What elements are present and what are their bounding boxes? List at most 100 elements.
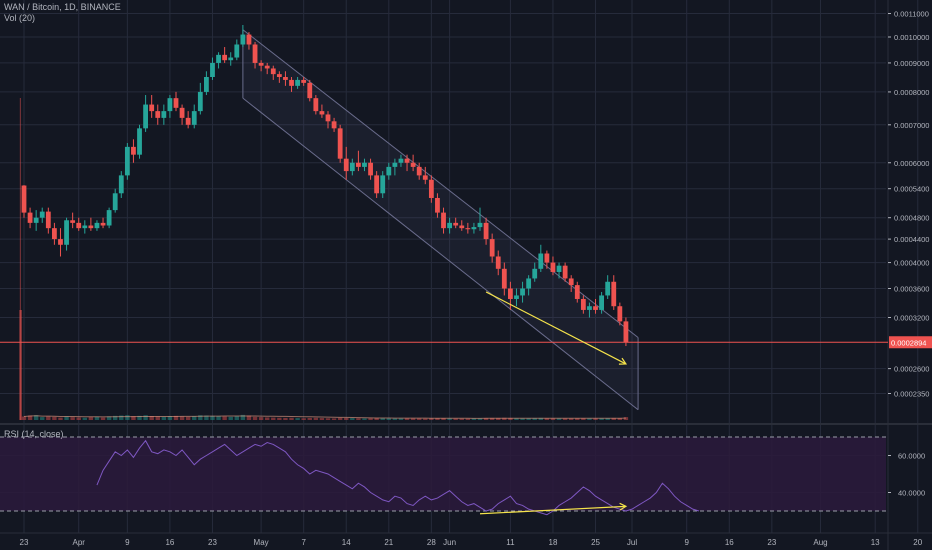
volume-bar [283, 417, 288, 420]
candle-body [410, 162, 416, 167]
candle-body [556, 265, 562, 272]
candle-body [374, 175, 380, 194]
volume-bar [368, 418, 373, 420]
candle-body [33, 217, 39, 223]
volume-bar [161, 416, 167, 420]
candle-body [240, 34, 246, 45]
volume-bar [27, 415, 33, 420]
candle-body [295, 79, 300, 86]
volume-bar [605, 418, 610, 420]
volume-bar [331, 418, 337, 420]
candle-body [325, 114, 331, 122]
candle-body [70, 220, 76, 223]
main-legend: WAN / Bitcoin, 1D, BINANCE Vol (20) [4, 2, 121, 24]
rsi-line [96, 439, 700, 516]
volume-bar [228, 416, 233, 420]
volume-bar [149, 416, 154, 420]
volume-bar [216, 416, 221, 420]
candle-body [471, 227, 477, 230]
price-tick-label: 0.0011000 [894, 10, 929, 19]
time-tick-label: 20 [913, 538, 922, 547]
candle-body [459, 225, 465, 229]
last-price-label: 0.0002894 [891, 338, 926, 347]
time-tick-label: 25 [591, 538, 600, 547]
volume-bar [398, 418, 404, 420]
volume-bar [429, 418, 434, 420]
candle-body [301, 79, 307, 83]
candle-body [131, 146, 136, 155]
price-tick-label: 0.0003200 [894, 314, 929, 323]
candle-body [453, 222, 459, 226]
candle-body [422, 175, 428, 180]
volume-bar [441, 418, 446, 420]
time-tick-label: Apr [72, 538, 85, 547]
volume-bar [265, 417, 270, 420]
candle-body [106, 210, 112, 226]
volume-bar [100, 417, 106, 420]
candle-body [526, 278, 532, 289]
volume-title[interactable]: Vol (20) [4, 13, 36, 23]
time-tick-label: 23 [767, 538, 776, 547]
volume-bar [185, 416, 191, 420]
volume-bar [33, 415, 39, 420]
candle-body [343, 158, 349, 172]
volume-bar [240, 414, 246, 420]
volume-bar [119, 415, 124, 420]
candle-body [228, 57, 234, 61]
candles [21, 24, 629, 347]
volume-bar [246, 415, 252, 420]
time-tick-label: 28 [427, 538, 436, 547]
candle-body [45, 211, 51, 229]
candle-body [88, 225, 94, 229]
volume-bar [575, 418, 580, 420]
candle-body [179, 107, 185, 118]
volume-bar [447, 418, 452, 420]
volume-bars [19, 98, 629, 420]
volume-bar [46, 416, 51, 420]
candle-body [538, 253, 544, 269]
volume-bar [113, 415, 118, 420]
volume-bar [532, 418, 537, 420]
volume-bar [167, 416, 173, 420]
volume-bar [417, 418, 422, 420]
time-tick-label: 21 [384, 538, 393, 547]
time-tick-label: 16 [725, 538, 734, 547]
candle-body [137, 128, 142, 155]
candle-body [587, 306, 592, 310]
volume-bar [210, 415, 215, 420]
time-tick-label: 11 [506, 538, 515, 547]
price-tick-label: 0.0002600 [894, 365, 929, 374]
candle-body [149, 104, 155, 112]
volume-bar [362, 418, 367, 420]
time-tick-label: 9 [125, 538, 130, 547]
volume-bar [562, 418, 568, 420]
candle-body [489, 239, 495, 257]
volume-bar [569, 418, 574, 420]
volume-bar [137, 415, 142, 420]
candle-body [435, 197, 440, 213]
candle-body [58, 239, 63, 245]
time-tick-label: 18 [549, 538, 558, 547]
candle-body [447, 222, 452, 229]
candle-body [477, 222, 483, 228]
rsi-title[interactable]: RSI (14, close) [4, 429, 64, 439]
volume-bar [544, 418, 550, 420]
price-divergence-arrow-shaft [485, 291, 627, 365]
candle-body [337, 128, 343, 159]
candle-body [398, 158, 404, 163]
symbol-title[interactable]: WAN / Bitcoin, 1D, BINANCE [4, 2, 121, 12]
candle-body [368, 162, 373, 176]
rsi-legend: RSI (14, close) [4, 429, 64, 440]
candle-body [428, 179, 434, 198]
candle-body [258, 62, 264, 66]
candle-body [27, 212, 33, 223]
candle-body [562, 265, 568, 279]
candle-body [52, 228, 57, 240]
candle-body [568, 278, 574, 286]
volume-bar [106, 416, 112, 420]
rsi-band-fill [0, 437, 886, 511]
volume-bar [374, 417, 379, 420]
candle-body [532, 268, 538, 279]
volume-bar [307, 417, 312, 420]
